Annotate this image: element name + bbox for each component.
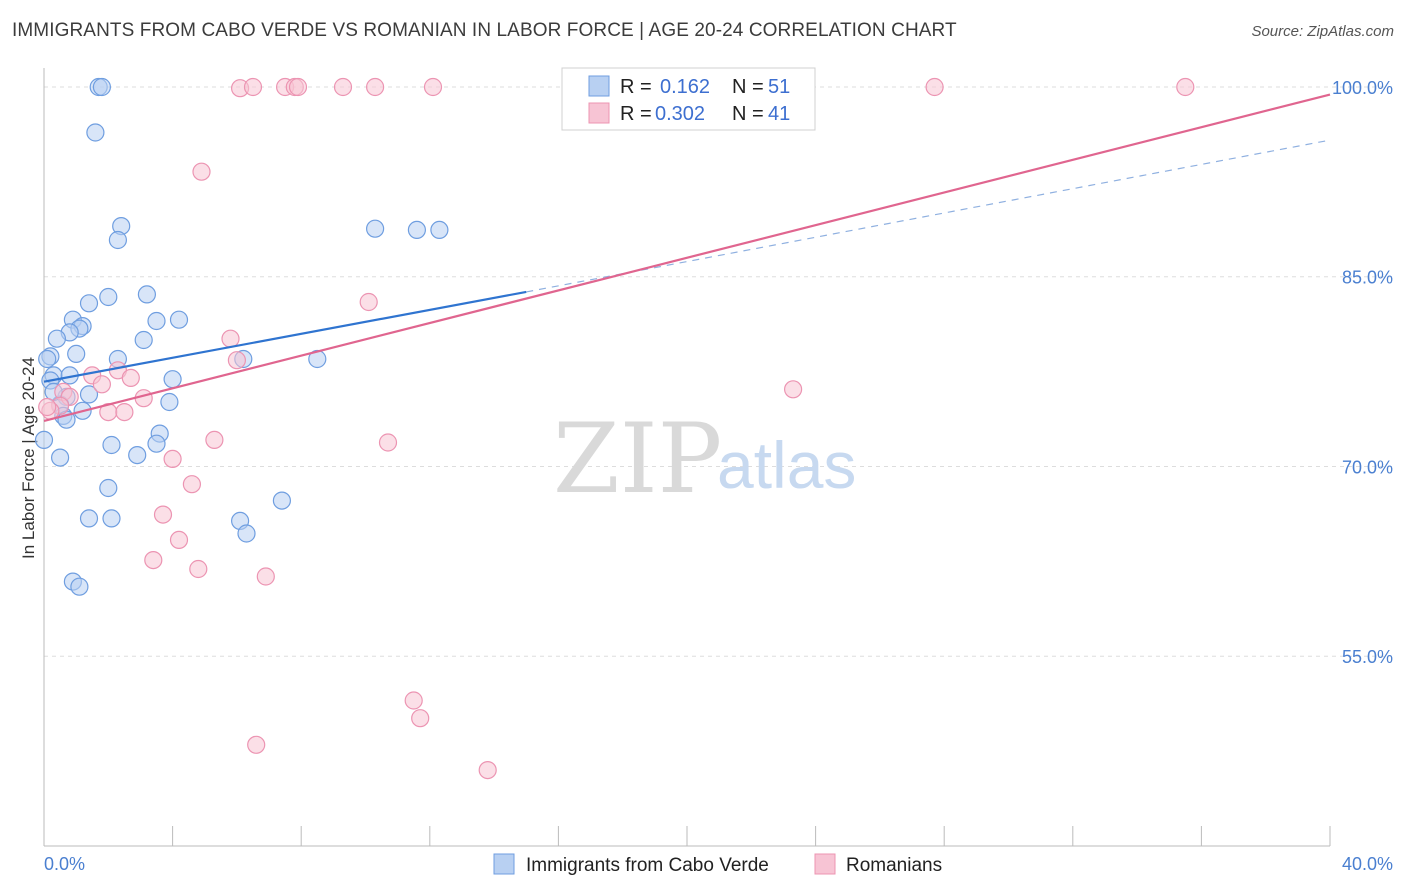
data-point-romanian: [411, 709, 430, 728]
bottom-legend-label-blue: Immigrants from Cabo Verde: [526, 855, 769, 876]
data-point-cabo-verde: [86, 123, 105, 142]
trend-line-romanians: [43, 93, 1331, 423]
y-tick-label: 55.0%: [1342, 647, 1393, 667]
data-point-romanian: [38, 397, 57, 417]
data-point-cabo-verde: [70, 577, 89, 596]
legend-n-label-2: N =: [732, 103, 764, 125]
data-point-cabo-verde: [147, 311, 166, 331]
data-point-cabo-verde: [147, 434, 166, 453]
legend-r-label-1: R =: [620, 76, 652, 98]
x-tick-label-max: 40.0%: [1342, 854, 1393, 874]
data-point-romanian: [783, 380, 803, 399]
data-point-romanian: [221, 329, 240, 348]
trend-line-cabo-verde: [43, 290, 527, 383]
y-tick-label: 70.0%: [1342, 457, 1393, 477]
data-point-cabo-verde: [407, 220, 426, 239]
legend-box: R = 0.162 N = 51 R = 0.302 N = 41: [561, 67, 816, 131]
watermark-zip: ZIP: [553, 403, 722, 515]
legend-swatch-pink: [588, 102, 610, 124]
data-point-romanian: [288, 77, 308, 97]
y-axis-label: In Labor Force | Age 20-24: [19, 357, 38, 559]
data-point-cabo-verde: [272, 491, 291, 510]
data-point-romanian: [144, 550, 163, 570]
data-point-romanian: [182, 475, 201, 494]
data-point-romanian: [478, 760, 497, 780]
data-point-cabo-verde: [237, 524, 256, 543]
data-point-cabo-verde: [134, 330, 153, 350]
data-point-cabo-verde: [38, 349, 57, 369]
data-point-cabo-verde: [99, 478, 118, 498]
data-point-romanian: [247, 735, 266, 754]
legend-r-label-2: R =: [620, 103, 652, 125]
data-point-cabo-verde: [67, 344, 86, 363]
data-point-cabo-verde: [79, 509, 99, 528]
data-point-romanian: [205, 430, 224, 449]
bottom-legend-swatch-pink: [814, 853, 836, 875]
data-point-cabo-verde: [163, 370, 182, 389]
data-point-cabo-verde: [128, 446, 147, 465]
y-axis-tick-labels: 55.0% 70.0% 85.0% 100.0%: [1332, 78, 1393, 667]
bottom-legend-swatch-blue: [493, 853, 515, 875]
data-point-cabo-verde: [108, 230, 128, 250]
data-point-romanian: [404, 691, 423, 710]
data-point-cabo-verde: [50, 448, 70, 467]
legend-n-label-1: N =: [732, 76, 764, 98]
data-point-cabo-verde: [430, 220, 449, 239]
data-point-cabo-verde: [34, 430, 54, 449]
data-point-cabo-verde: [79, 294, 99, 313]
x-tick-label-min: 0.0%: [44, 854, 85, 874]
legend-swatch-blue: [588, 75, 610, 97]
data-point-romanian: [163, 449, 182, 468]
data-point-cabo-verde: [366, 219, 385, 238]
data-point-romanian: [153, 505, 173, 524]
data-point-romanian: [359, 292, 378, 312]
watermark-atlas: atlas: [717, 428, 856, 502]
data-point-romanian: [227, 351, 246, 370]
data-point-romanian: [256, 567, 275, 586]
legend-r-value-2: 0.302: [655, 103, 705, 125]
grid-lines: [44, 86, 1393, 657]
data-point-cabo-verde: [79, 385, 99, 404]
data-point-romanian: [366, 77, 385, 97]
data-point-romanian: [115, 403, 134, 422]
data-point-romanian: [189, 559, 208, 579]
trend-line-cabo-verde-extended: [526, 139, 1331, 293]
data-point-romanian: [423, 77, 443, 97]
data-point-romanian: [1176, 77, 1195, 97]
chart-title: IMMIGRANTS FROM CABO VERDE VS ROMANIAN I…: [12, 20, 957, 41]
bottom-legend: Immigrants from Cabo Verde Romanians: [493, 853, 942, 876]
data-point-cabo-verde: [99, 287, 118, 307]
data-point-cabo-verde: [47, 329, 67, 348]
series-cabo-verde-points: [34, 77, 449, 596]
data-point-cabo-verde: [137, 285, 156, 304]
data-point-cabo-verde: [169, 310, 189, 329]
data-point-romanian: [378, 433, 398, 452]
legend-n-value-2: 41: [768, 103, 790, 125]
data-point-romanian: [243, 77, 263, 97]
data-point-cabo-verde: [102, 509, 121, 528]
source-label: Source: ZipAtlas.com: [1251, 23, 1394, 40]
series-romanians-points: [38, 77, 1195, 780]
data-point-romanian: [925, 77, 944, 97]
y-tick-label: 100.0%: [1332, 78, 1393, 98]
trend-lines: [43, 93, 1331, 423]
data-point-romanian: [121, 368, 140, 387]
legend-n-value-1: 51: [768, 76, 790, 98]
data-point-romanian: [92, 375, 112, 394]
bottom-legend-label-pink: Romanians: [846, 855, 942, 876]
legend-r-value-1: 0.162: [660, 76, 710, 98]
data-point-cabo-verde: [102, 435, 121, 455]
x-axis-ticks: [43, 826, 1331, 846]
y-tick-label: 85.0%: [1342, 268, 1393, 288]
data-point-romanian: [333, 77, 353, 97]
data-point-cabo-verde: [160, 392, 179, 412]
data-point-romanian: [169, 530, 189, 550]
data-point-cabo-verde: [92, 77, 112, 97]
data-point-romanian: [192, 162, 211, 181]
